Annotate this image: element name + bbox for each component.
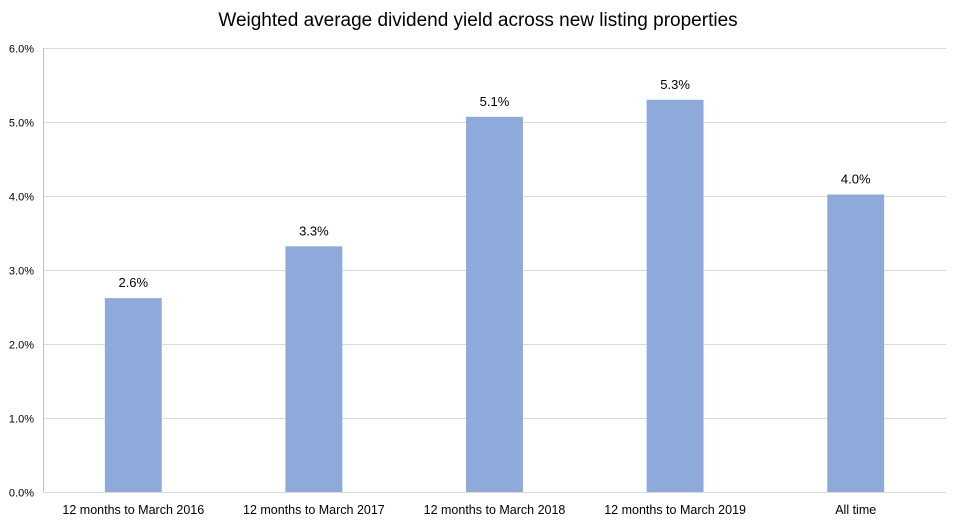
y-tick-label: 3.0% — [9, 266, 34, 278]
x-category-label: 12 months to March 2018 — [424, 503, 566, 517]
bars — [104, 99, 885, 493]
x-category-label: 12 months to March 2017 — [243, 503, 385, 517]
bar — [104, 298, 162, 492]
y-tick-label: 2.0% — [9, 340, 34, 352]
chart-title: Weighted average dividend yield across n… — [218, 10, 737, 31]
data-label: 5.3% — [660, 77, 690, 92]
y-tick-label: 1.0% — [9, 414, 34, 426]
data-label: 4.0% — [841, 172, 871, 187]
x-category-label: All time — [835, 503, 876, 517]
y-tick-label: 4.0% — [9, 192, 34, 204]
bar — [466, 116, 523, 492]
x-category-label: 12 months to March 2019 — [604, 503, 746, 517]
y-tick-label: 0.0% — [9, 488, 34, 500]
x-axis-category-labels: 12 months to March 2016 12 months to Marc… — [62, 503, 876, 517]
bar — [285, 246, 343, 492]
data-label: 5.1% — [480, 94, 510, 109]
data-labels: 2.6% 3.3% 5.1% 5.3% 4.0% — [118, 77, 870, 290]
data-label: 2.6% — [118, 275, 148, 290]
y-tick-label: 6.0% — [9, 44, 34, 56]
data-label: 3.3% — [299, 223, 329, 238]
y-tick-label: 5.0% — [9, 118, 34, 130]
bar — [646, 99, 704, 493]
x-category-label: 12 months to March 2016 — [62, 503, 204, 517]
y-axis-tick-labels: 0.0% 1.0% 2.0% 3.0% 4.0% 5.0% 6.0% — [9, 44, 34, 500]
bar — [827, 194, 885, 492]
